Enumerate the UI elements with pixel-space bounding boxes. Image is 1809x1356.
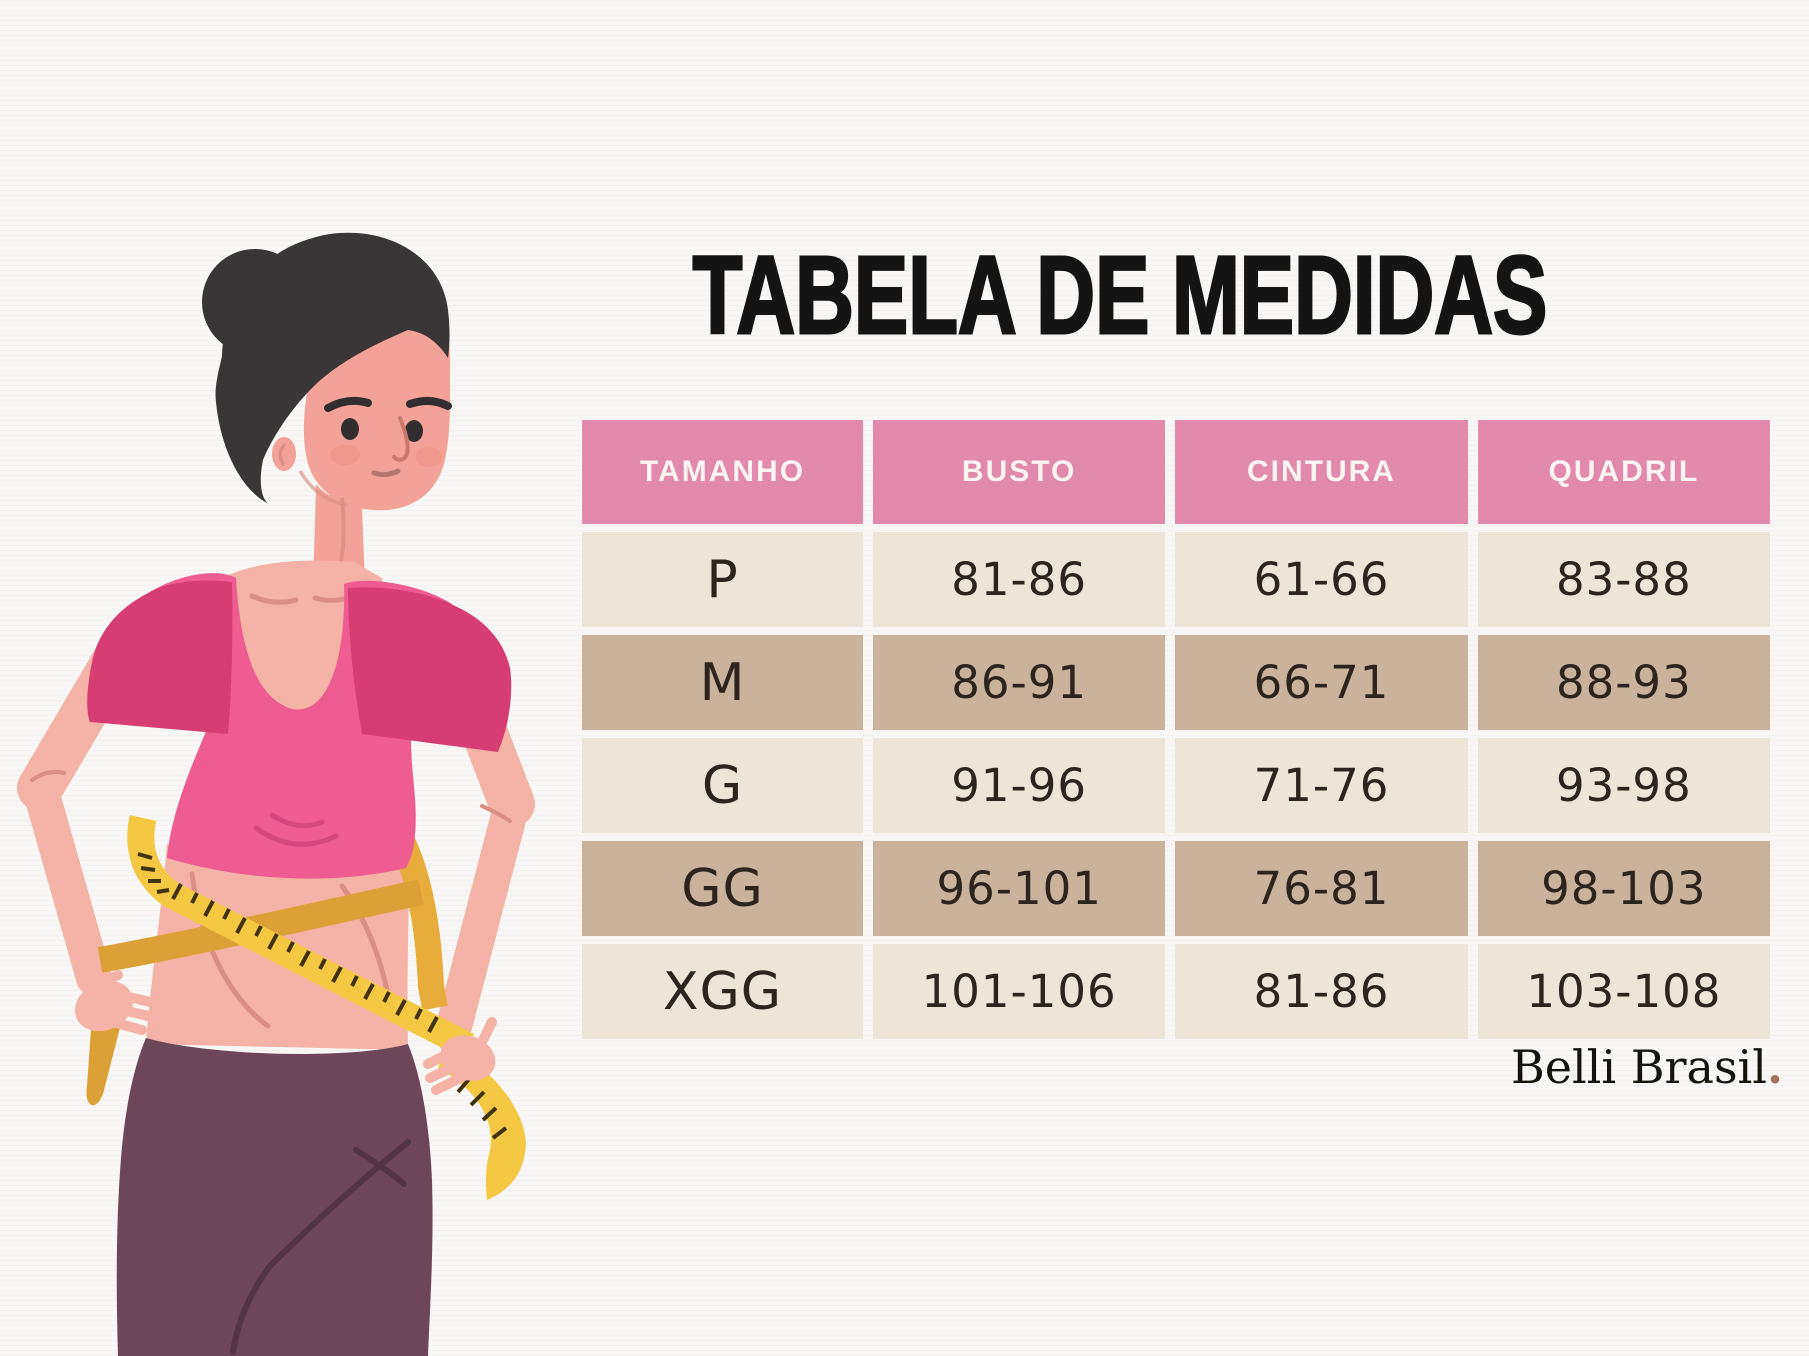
cell-gg-quadril: 98-103 — [1477, 841, 1770, 936]
cell-xgg-busto: 101-106 — [873, 944, 1166, 1039]
cell-p-cintura: 61-66 — [1175, 532, 1468, 627]
brand-dot: . — [1766, 1040, 1783, 1094]
cell-size-p: P — [582, 532, 863, 627]
cell-m-cintura: 66-71 — [1175, 635, 1468, 730]
cell-g-cintura: 71-76 — [1175, 738, 1468, 833]
cell-size-m: M — [582, 635, 863, 730]
tape-ticks — [137, 852, 439, 1033]
cell-g-busto: 91-96 — [873, 738, 1166, 833]
face-features — [298, 396, 452, 507]
cell-xgg-cintura: 81-86 — [1175, 944, 1468, 1039]
ear — [272, 437, 296, 471]
col-header-tamanho: TAMANHO — [582, 420, 863, 524]
col-header-quadril: QUADRIL — [1477, 420, 1770, 524]
col-header-busto: BUSTO — [873, 420, 1166, 524]
cell-xgg-quadril: 103-108 — [1477, 944, 1770, 1039]
cell-size-g: G — [582, 738, 863, 833]
cell-gg-cintura: 76-81 — [1175, 841, 1468, 936]
cell-size-xgg: XGG — [582, 944, 863, 1039]
size-table: TAMANHO BUSTO CINTURA QUADRIL P 81-86 61… — [582, 420, 1770, 1039]
crop-top — [87, 573, 512, 879]
cell-p-quadril: 83-88 — [1477, 532, 1770, 627]
cell-m-quadril: 88-93 — [1477, 635, 1770, 730]
cell-m-busto: 86-91 — [873, 635, 1166, 730]
right-hand — [423, 1017, 497, 1095]
cell-gg-busto: 96-101 — [873, 841, 1166, 936]
page-title: TABELA DE MEDIDAS — [692, 234, 1549, 357]
left-hand — [74, 970, 155, 1035]
cell-p-busto: 81-86 — [873, 532, 1166, 627]
woman-measuring-illustration — [17, 232, 535, 1356]
cell-size-gg: GG — [582, 841, 863, 936]
col-header-cintura: CINTURA — [1175, 420, 1468, 524]
brand-logo: Belli Brasil. — [1511, 1040, 1783, 1094]
cell-g-quadril: 93-98 — [1477, 738, 1770, 833]
tape-hanging-end — [438, 1044, 526, 1200]
hair — [215, 232, 450, 504]
brand-name: Belli Brasil — [1510, 1040, 1767, 1094]
pants — [116, 1038, 433, 1356]
